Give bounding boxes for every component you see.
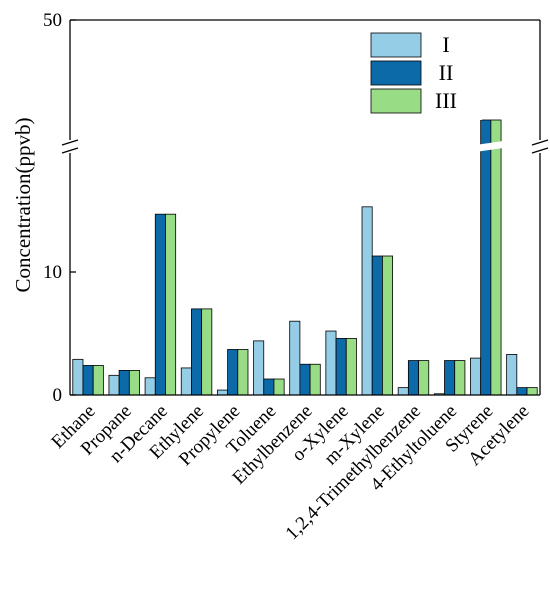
bar-II-Ethylene: [191, 308, 203, 396]
bar-break-gap: [468, 141, 504, 153]
bar-II-m-Xylene: [371, 255, 383, 396]
bar-I-Propane: [108, 374, 120, 396]
bar-II-Propylene: [227, 349, 239, 396]
bar-II-Styrene: [480, 119, 492, 396]
bar-II-Ethylbenzene: [299, 363, 311, 396]
y-tick-labels: 0 10 50: [43, 10, 62, 406]
axis-break-mark-left: [61, 139, 79, 154]
bar-III-Styrene: [490, 119, 502, 396]
bar-III-Propylene: [237, 349, 249, 396]
bar-III-Propane: [128, 369, 140, 396]
bar-III-Ethane: [92, 365, 104, 396]
bar-III-1,2,4-Trimethylbenzene: [418, 360, 430, 396]
bar-III-o-Xylene: [345, 338, 357, 396]
bar-III-Toluene: [273, 378, 285, 396]
bar-II-1,2,4-Trimethylbenzene: [407, 360, 419, 396]
bar-II-Acetylene: [516, 387, 528, 396]
bar-I-1,2,4-Trimethylbenzene: [397, 387, 409, 396]
category-labels: EthanePropanen-DecaneEthylenePropyleneTo…: [47, 401, 533, 544]
axis-break-mark-right: [531, 139, 549, 154]
bar-II-Ethane: [82, 365, 94, 396]
bars-group: [72, 119, 538, 396]
legend-swatch-II: [370, 60, 422, 86]
legend-swatch-I: [370, 32, 422, 58]
bar-III-Ethylene: [201, 308, 213, 396]
bar-I-Ethylene: [180, 367, 192, 396]
bar-II-4-Ethyltoluene: [444, 360, 456, 396]
bar-III-4-Ethyltoluene: [454, 360, 466, 396]
legend-label-III: III: [435, 88, 457, 113]
axes-group: [61, 19, 549, 396]
legend-label-I: I: [442, 32, 449, 57]
y-tick-label: 0: [53, 385, 63, 406]
bar-I-Acetylene: [506, 354, 518, 396]
bar-II-n-Decane: [154, 213, 166, 396]
legend-swatch-III: [370, 88, 422, 114]
bar-I-Ethylbenzene: [289, 320, 301, 396]
bar-I-Styrene: [470, 357, 482, 396]
legend-label-II: II: [439, 60, 454, 85]
bar-II-Propane: [118, 369, 130, 396]
y-tick-label: 50: [43, 10, 62, 31]
bar-III-m-Xylene: [382, 255, 394, 396]
y-tick-label: 10: [43, 262, 62, 283]
bar-I-o-Xylene: [325, 330, 337, 396]
bar-I-n-Decane: [144, 377, 156, 396]
bar-III-Acetylene: [526, 387, 538, 396]
y-axis-label: Concentration(ppvb): [11, 118, 35, 293]
bar-I-Propylene: [216, 389, 228, 396]
bar-I-Toluene: [253, 340, 265, 396]
bar-I-Ethane: [72, 358, 84, 396]
bar-I-m-Xylene: [361, 206, 373, 396]
bar-II-o-Xylene: [335, 338, 347, 396]
bar-II-Toluene: [263, 378, 275, 396]
bar-III-Ethylbenzene: [309, 363, 321, 396]
bar-III-n-Decane: [165, 213, 177, 396]
